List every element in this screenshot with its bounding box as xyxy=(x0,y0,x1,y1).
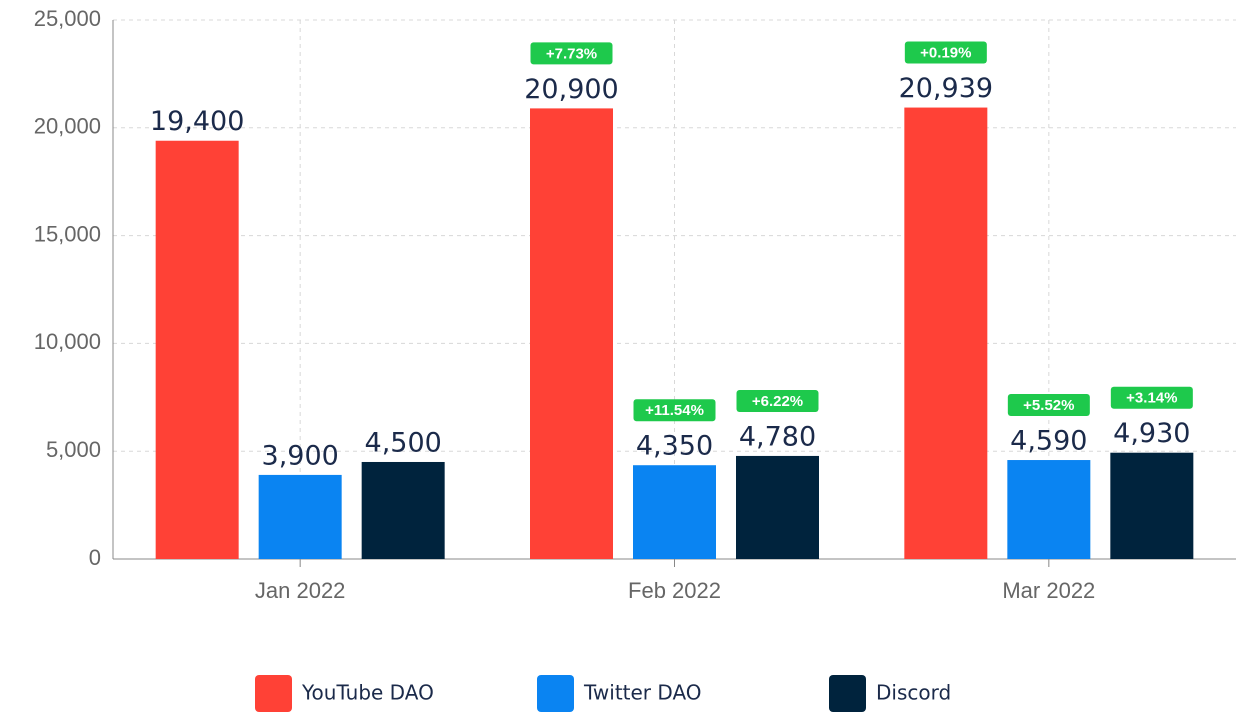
data-label: 4,780 xyxy=(739,421,816,452)
change-label: +3.14% xyxy=(1126,390,1177,407)
bar xyxy=(633,465,716,559)
y-tick-label: 20,000 xyxy=(34,114,101,139)
data-label: 4,350 xyxy=(636,431,713,462)
legend-swatch xyxy=(829,675,866,712)
change-badge xyxy=(633,399,716,422)
change-label: +5.52% xyxy=(1023,397,1074,414)
y-tick-label: 15,000 xyxy=(34,221,101,246)
data-label: 19,400 xyxy=(150,106,244,137)
legend-label: YouTube DAO xyxy=(301,681,434,705)
data-label: 4,590 xyxy=(1010,426,1087,457)
change-label: +11.54% xyxy=(645,402,704,419)
bar xyxy=(736,455,819,559)
bar xyxy=(361,461,445,559)
legend-swatch xyxy=(537,675,574,712)
data-label: 20,900 xyxy=(524,74,618,105)
y-tick-label: 25,000 xyxy=(34,6,101,31)
y-tick-label: 10,000 xyxy=(34,329,101,354)
change-badge xyxy=(1110,386,1193,409)
change-label: +0.19% xyxy=(920,45,971,62)
bar xyxy=(904,107,988,559)
data-label: 4,930 xyxy=(1113,418,1190,449)
bar xyxy=(258,474,342,559)
change-badge xyxy=(1007,394,1090,417)
legend-swatch xyxy=(255,675,292,712)
y-tick-label: 5,000 xyxy=(46,437,101,462)
change-badge xyxy=(904,41,987,64)
legend-label: Twitter DAO xyxy=(583,681,702,705)
change-badge xyxy=(530,42,613,65)
x-tick-label: Feb 2022 xyxy=(628,578,721,603)
y-tick-label: 0 xyxy=(89,545,101,570)
change-label: +6.22% xyxy=(752,393,803,410)
data-label: 4,500 xyxy=(365,427,442,458)
bar xyxy=(155,140,239,559)
bar xyxy=(1007,460,1091,559)
change-badge xyxy=(736,389,819,412)
legend-label: Discord xyxy=(876,681,951,705)
bar xyxy=(1110,452,1194,559)
bar xyxy=(530,108,613,560)
data-label: 20,939 xyxy=(899,73,993,104)
change-label: +7.73% xyxy=(546,45,597,62)
x-tick-label: Jan 2022 xyxy=(255,578,346,603)
data-label: 3,900 xyxy=(262,440,339,471)
x-tick-label: Mar 2022 xyxy=(1002,578,1095,603)
